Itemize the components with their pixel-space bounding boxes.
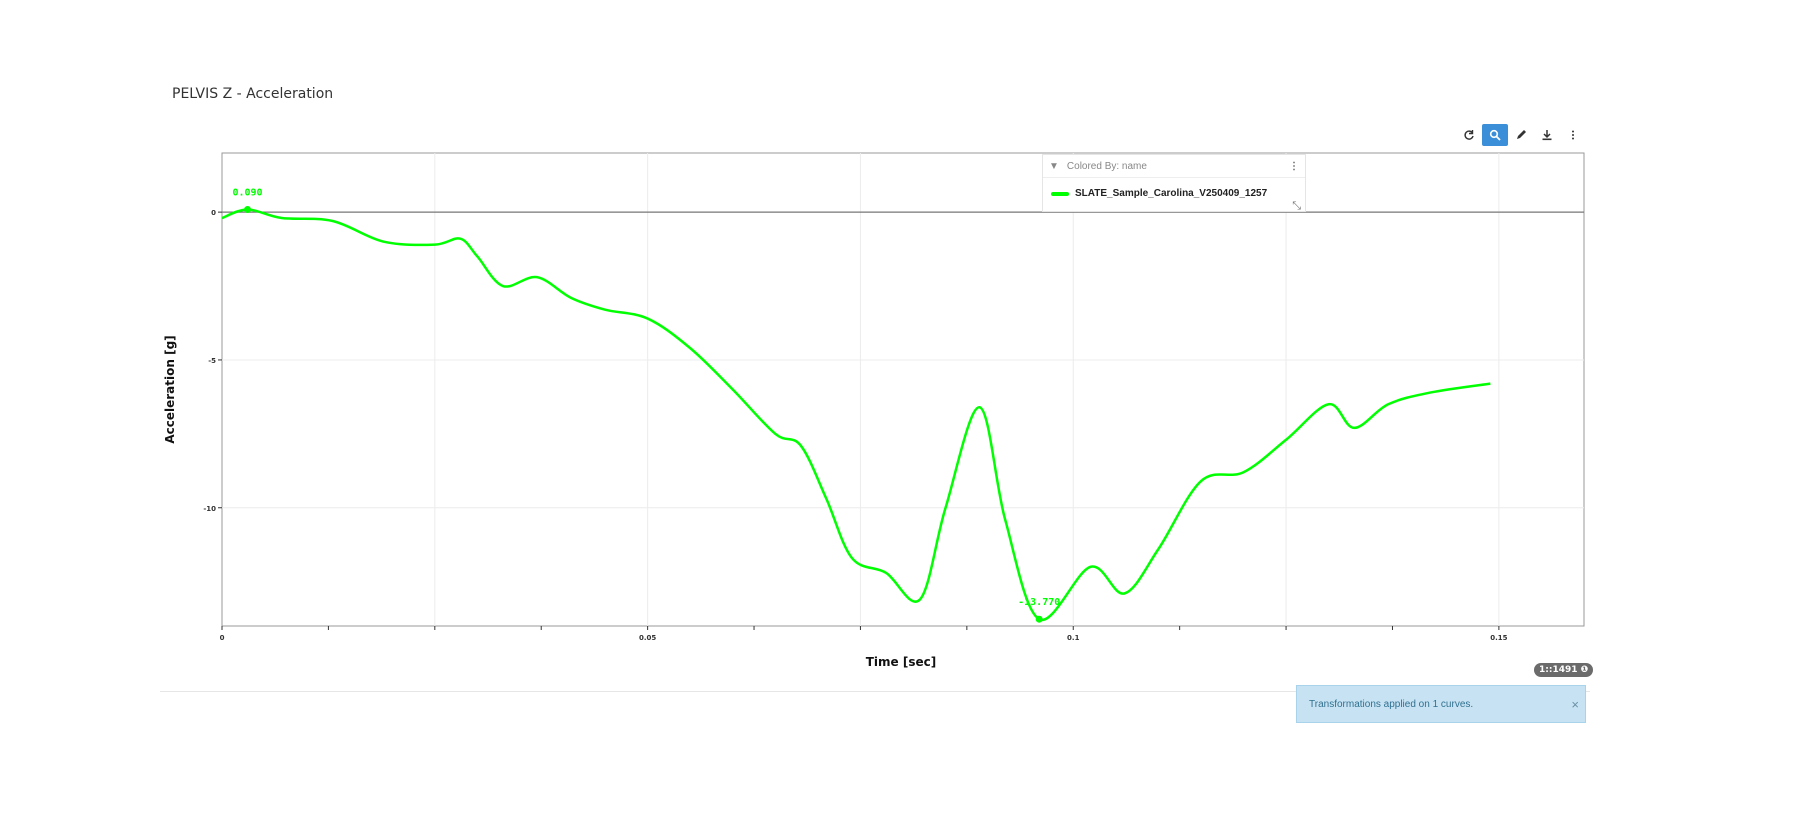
x-tick-label: 0.15 <box>1490 634 1507 642</box>
download-icon[interactable] <box>1534 124 1560 146</box>
chart-legend[interactable]: ▼ Colored By: name ⋮ SLATE_Sample_Caroli… <box>1042 154 1306 212</box>
legend-swatch <box>1051 191 1069 196</box>
y-tick-label: 0 <box>211 209 216 217</box>
series-line <box>221 208 1491 622</box>
legend-header-label: Colored By: name <box>1066 160 1147 172</box>
y-tick-label: -10 <box>203 505 216 513</box>
x-tick-label: 0 <box>220 634 225 642</box>
notification-toast: Transformations applied on 1 curves. × <box>1296 685 1586 723</box>
x-axis-label: Time [sec] <box>866 655 936 669</box>
chart-toolbar <box>1456 124 1586 146</box>
extreme-value-label: -13.770 <box>1018 597 1060 608</box>
refresh-icon[interactable] <box>1456 124 1482 146</box>
zoom-icon[interactable] <box>1482 124 1508 146</box>
toast-message: Transformations applied on 1 curves. <box>1309 698 1474 710</box>
point-count-badge: 1::1491 ❶ <box>1534 663 1594 677</box>
page-title: PELVIS Z - Acceleration <box>172 86 334 102</box>
y-tick-label: -5 <box>208 357 216 365</box>
extreme-point-marker <box>244 205 252 213</box>
legend-menu-icon[interactable]: ⋮ <box>1289 160 1299 172</box>
more-icon[interactable] <box>1560 124 1586 146</box>
legend-entry-label: SLATE_Sample_Carolina_V250409_1257 <box>1075 188 1268 199</box>
divider <box>160 691 1590 692</box>
resize-handle-icon[interactable]: ⤡ <box>1292 200 1301 212</box>
plot-frame <box>221 152 1585 627</box>
collapse-triangle-icon[interactable]: ▼ <box>1049 160 1059 172</box>
x-tick-label: 0.1 <box>1067 634 1080 642</box>
y-axis-label: Acceleration [g] <box>163 335 177 443</box>
legend-entry[interactable]: SLATE_Sample_Carolina_V250409_1257 <box>1043 178 1305 199</box>
close-icon[interactable]: × <box>1571 697 1579 712</box>
legend-header[interactable]: ▼ Colored By: name ⋮ <box>1043 155 1305 178</box>
pen-icon[interactable] <box>1508 124 1534 146</box>
extreme-point-marker <box>1035 615 1043 623</box>
extreme-value-label: 0.090 <box>232 187 262 198</box>
x-tick-label: 0.05 <box>639 634 656 642</box>
